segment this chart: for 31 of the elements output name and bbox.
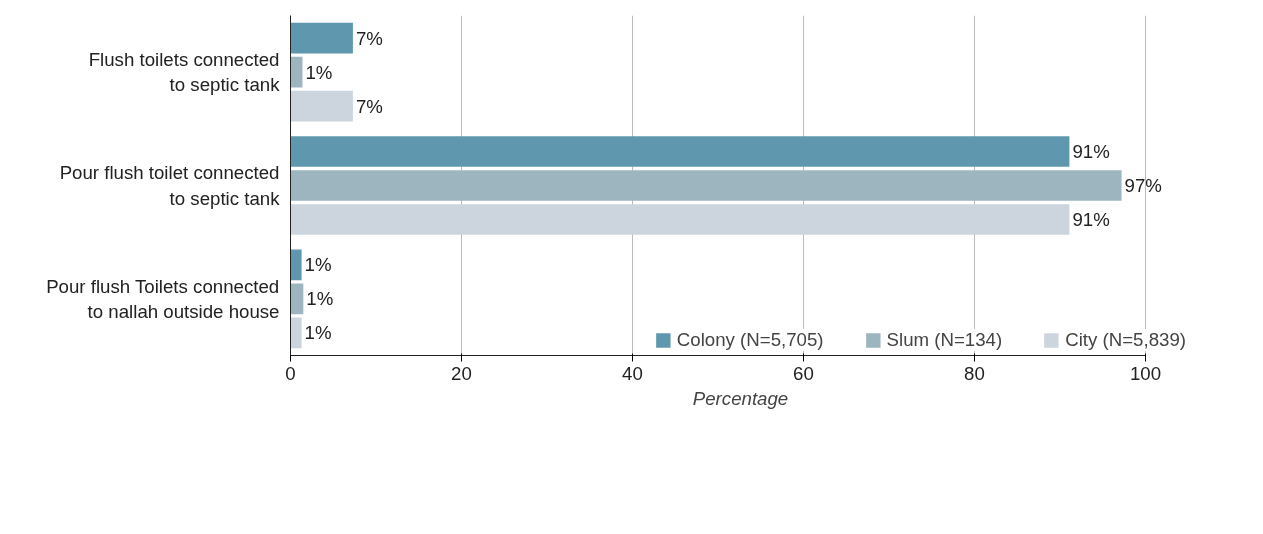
bar xyxy=(290,204,1070,235)
data-label: 1% xyxy=(305,61,333,83)
bar xyxy=(290,136,1070,167)
bar xyxy=(290,249,302,281)
y-tick-label: Pour flush Toilets connected to nallah outside house xyxy=(46,275,280,322)
data-label: 91% xyxy=(1072,209,1110,230)
bar xyxy=(290,283,304,315)
x-tick-label: 20 xyxy=(451,362,472,384)
legend-label: Slum (N=134) xyxy=(886,329,1003,351)
y-tick-label: Pour flush toilet connected to septic tank xyxy=(59,162,281,209)
x-axis-title: Percentage xyxy=(692,387,789,409)
bar xyxy=(290,317,302,349)
x-tick-label: 60 xyxy=(793,362,814,384)
x-tick-label: 0 xyxy=(285,362,296,384)
bar xyxy=(290,56,303,88)
data-label: 1% xyxy=(304,322,332,344)
data-label: 1% xyxy=(306,288,334,310)
data-label: 97% xyxy=(1124,175,1162,196)
data-label: 1% xyxy=(304,254,332,276)
bar xyxy=(290,90,353,122)
legend-label: City (N=5,839) xyxy=(1065,329,1186,351)
bar xyxy=(290,170,1122,201)
legend-label: Colony (N=5,705) xyxy=(676,329,824,351)
bar xyxy=(290,22,353,54)
x-tick-label: 100 xyxy=(1129,362,1162,384)
data-label: 7% xyxy=(355,95,383,117)
data-label: 7% xyxy=(355,27,383,49)
x-tick-label: 40 xyxy=(622,362,643,384)
x-tick-label: 80 xyxy=(964,362,985,384)
y-tick-label: Flush toilets connected to septic tank xyxy=(88,49,281,96)
data-label: 91% xyxy=(1072,141,1110,162)
